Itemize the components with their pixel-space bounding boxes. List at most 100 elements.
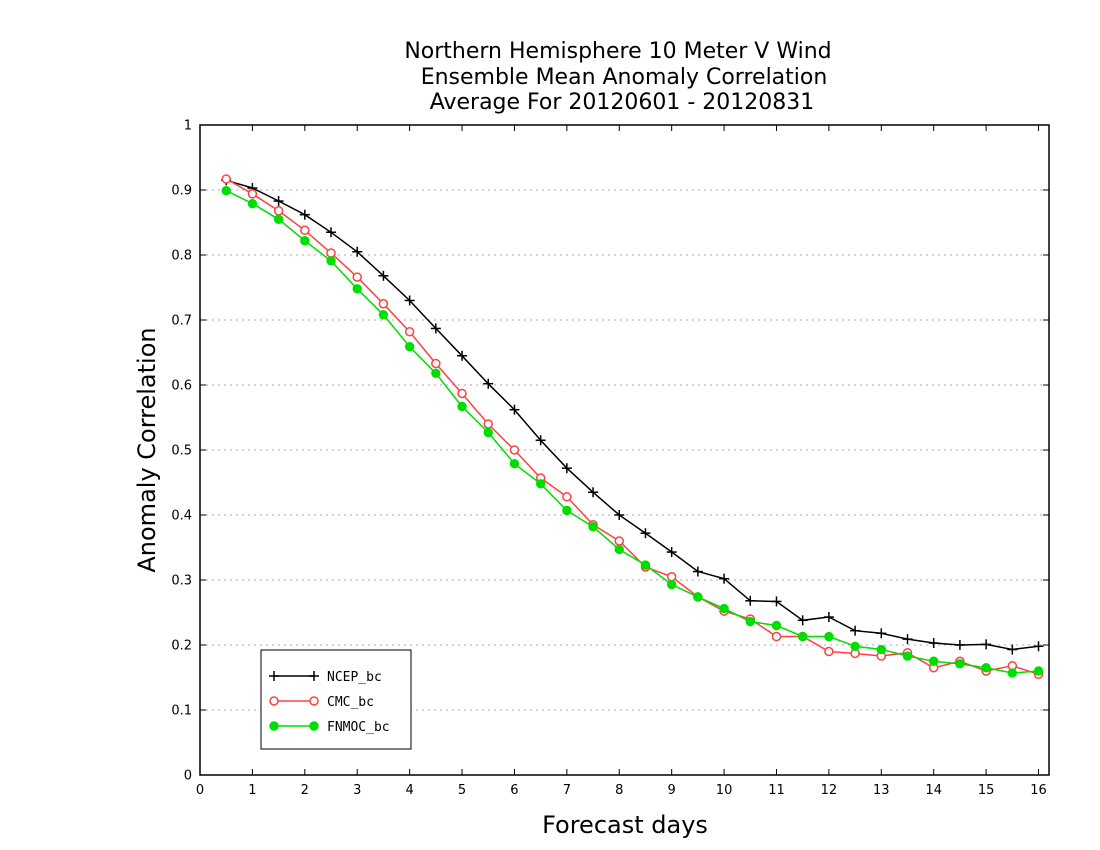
data-point-ncep-bc — [640, 528, 651, 539]
legend-label-fnmoc-bc: FNMOC_bc — [327, 720, 390, 735]
series-line-cmc-bc — [225, 178, 1039, 676]
x-tick-label: 16 — [1030, 783, 1047, 798]
grid — [200, 189, 1049, 711]
data-point-fnmoc-bc — [378, 310, 389, 320]
data-point-ncep-bc — [326, 227, 337, 238]
data-point-cmc-bc — [771, 631, 782, 642]
chart-title-line-2: Ensemble Mean Anomaly Correlation — [421, 65, 828, 90]
data-point-fnmoc-bc — [431, 368, 441, 378]
x-tick-label: 8 — [615, 783, 623, 798]
x-tick-label: 14 — [925, 783, 942, 798]
data-point-fnmoc-bc — [955, 659, 965, 669]
data-point-cmc-bc — [614, 536, 625, 546]
y-axis-title: Anomaly Correlation — [133, 327, 161, 572]
legend-marker-cmc-bc — [269, 696, 279, 706]
data-point-ncep-bc — [928, 638, 939, 649]
legend-item-cmc-bc: CMC_bc — [269, 695, 374, 710]
x-tick-label: 7 — [563, 783, 571, 798]
data-point-fnmoc-bc — [850, 641, 860, 651]
data-point-ncep-bc — [745, 595, 756, 606]
data-point-ncep-bc — [850, 625, 861, 636]
data-point-cmc-bc — [824, 646, 834, 657]
data-point-fnmoc-bc — [797, 631, 808, 642]
series-line-fnmoc-bc — [225, 189, 1039, 674]
data-point-ncep-bc — [1007, 644, 1018, 655]
data-point-fnmoc-bc — [273, 214, 284, 224]
series — [221, 174, 1044, 679]
x-tick-label: 2 — [301, 783, 309, 798]
x-tick-label: 1 — [248, 783, 256, 798]
data-point-ncep-bc — [483, 378, 494, 389]
axis-ticks: 00.10.20.30.40.50.60.70.80.910 1 2 3 4 5 6 7 8 9 1… — [171, 119, 1049, 798]
x-tick-label: 3 — [353, 783, 361, 798]
x-tick-label: 4 — [405, 783, 413, 798]
data-point-cmc-bc — [378, 299, 389, 309]
x-tick-label: 5 — [458, 783, 466, 798]
data-point-ncep-bc — [430, 323, 441, 334]
chart-title-line-3: Average For 20120601 - 20120831 — [430, 90, 815, 115]
legend-marker-fnmoc-bc — [309, 721, 319, 731]
y-tick-label: 0 — [184, 769, 192, 784]
legend-item-ncep-bc: NCEP_bc — [269, 670, 382, 685]
data-point-fnmoc-bc — [1007, 668, 1018, 678]
data-point-cmc-bc — [273, 206, 284, 216]
y-tick-label: 0.1 — [171, 704, 192, 719]
legend-marker-cmc-bc — [309, 696, 319, 706]
x-tick-label: 11 — [768, 783, 785, 798]
x-tick-label: 10 — [716, 783, 733, 798]
data-point-fnmoc-bc — [352, 284, 362, 294]
x-tick-label: 9 — [668, 783, 676, 798]
data-point-ncep-bc — [981, 639, 992, 650]
data-point-ncep-bc — [535, 435, 546, 446]
x-tick-label: 6 — [510, 783, 518, 798]
y-tick-label: 0.6 — [171, 379, 192, 394]
data-point-ncep-bc — [666, 547, 677, 558]
y-tick-label: 0.4 — [171, 509, 192, 524]
x-tick-label: 13 — [873, 783, 890, 798]
data-point-ncep-bc — [797, 615, 808, 626]
data-point-cmc-bc — [562, 492, 572, 502]
data-point-cmc-bc — [509, 445, 520, 455]
data-point-ncep-bc — [588, 487, 599, 498]
data-point-fnmoc-bc — [588, 522, 598, 532]
data-point-fnmoc-bc — [457, 401, 467, 412]
legend-marker-ncep-bc — [309, 671, 319, 681]
data-point-fnmoc-bc — [824, 631, 834, 642]
y-tick-label: 0.7 — [171, 314, 192, 329]
chart-title-line-1: Northern Hemisphere 10 Meter V Wind — [404, 39, 831, 64]
data-point-fnmoc-bc — [247, 198, 258, 209]
data-point-fnmoc-bc — [929, 656, 939, 666]
data-point-cmc-bc — [300, 225, 310, 236]
data-point-ncep-bc — [299, 209, 310, 220]
data-point-fnmoc-bc — [902, 651, 913, 661]
data-point-ncep-bc — [876, 628, 887, 639]
x-tick-label: 12 — [821, 783, 838, 798]
legend-marker-fnmoc-bc — [269, 721, 279, 731]
y-tick-label: 0.3 — [171, 574, 192, 589]
data-point-ncep-bc — [771, 596, 782, 607]
data-point-cmc-bc — [431, 358, 441, 369]
data-point-fnmoc-bc — [509, 458, 520, 469]
data-point-ncep-bc — [823, 612, 834, 623]
data-point-cmc-bc — [326, 248, 336, 258]
legend-marker-ncep-bc — [269, 671, 279, 681]
data-point-fnmoc-bc — [981, 663, 991, 673]
y-tick-label: 0.8 — [171, 249, 192, 264]
data-point-ncep-bc — [457, 350, 468, 361]
y-tick-label: 0.9 — [171, 184, 192, 199]
legend-label-ncep-bc: NCEP_bc — [327, 670, 382, 685]
x-tick-label: 0 — [196, 783, 204, 798]
series-line-ncep-bc — [225, 179, 1039, 651]
data-point-fnmoc-bc — [745, 616, 755, 627]
series-cmc-bc — [221, 174, 1044, 679]
data-point-ncep-bc — [561, 463, 572, 474]
data-point-fnmoc-bc — [876, 644, 886, 655]
data-point-fnmoc-bc — [693, 592, 703, 602]
data-point-cmc-bc — [483, 419, 493, 429]
series-ncep-bc — [221, 175, 1044, 655]
data-point-ncep-bc — [692, 566, 703, 577]
x-tick-label: 15 — [978, 783, 995, 798]
data-point-fnmoc-bc — [535, 479, 546, 489]
data-point-cmc-bc — [666, 572, 677, 582]
